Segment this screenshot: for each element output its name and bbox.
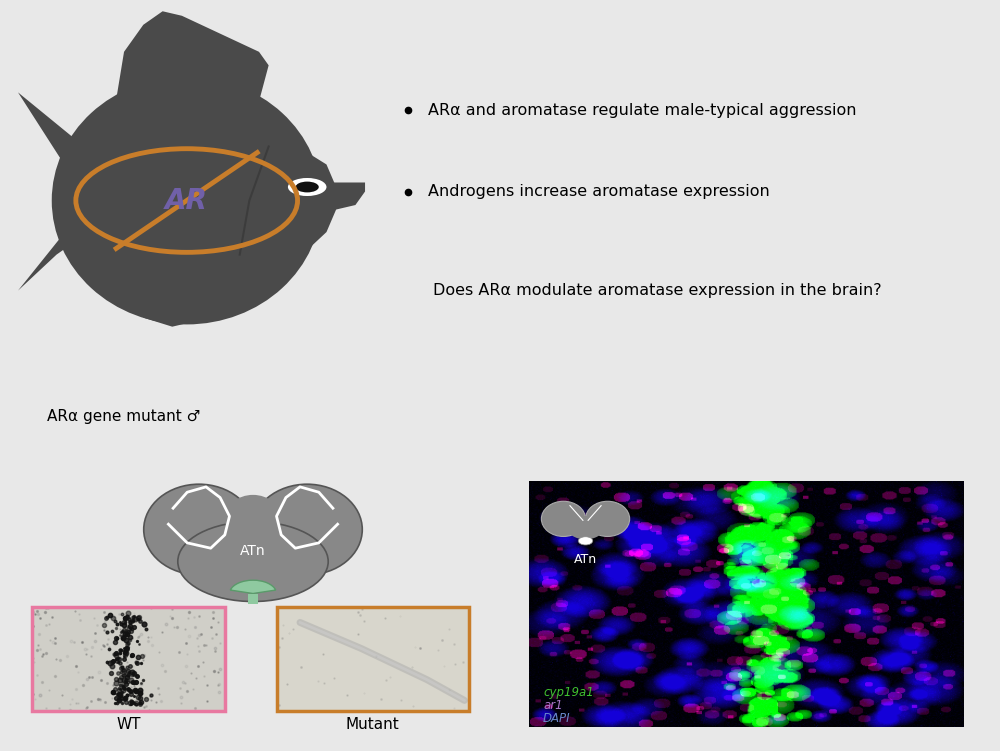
Polygon shape: [18, 92, 95, 182]
Text: Does ARα modulate aromatase expression in the brain?: Does ARα modulate aromatase expression i…: [433, 283, 881, 298]
Circle shape: [296, 182, 319, 192]
Text: AR: AR: [165, 186, 208, 215]
Bar: [276, 607, 469, 710]
Text: ar1: ar1: [543, 699, 563, 712]
Ellipse shape: [252, 484, 362, 575]
Circle shape: [578, 537, 593, 545]
Polygon shape: [230, 137, 336, 268]
Wedge shape: [230, 581, 276, 593]
Text: DAPI: DAPI: [543, 712, 571, 725]
Text: Mutant: Mutant: [346, 716, 400, 731]
Ellipse shape: [567, 516, 604, 539]
Ellipse shape: [144, 484, 254, 575]
Polygon shape: [326, 182, 365, 210]
Ellipse shape: [541, 501, 586, 536]
Ellipse shape: [178, 521, 328, 602]
Text: ARα gene mutant ♂: ARα gene mutant ♂: [47, 409, 200, 424]
Polygon shape: [114, 11, 269, 115]
Text: Androgens increase aromatase expression: Androgens increase aromatase expression: [428, 184, 769, 199]
Ellipse shape: [225, 495, 281, 543]
Polygon shape: [18, 219, 95, 291]
Circle shape: [288, 178, 326, 196]
Text: ATn: ATn: [240, 544, 266, 558]
Ellipse shape: [52, 77, 322, 324]
Text: ARα and aromatase regulate male-typical aggression: ARα and aromatase regulate male-typical …: [428, 103, 856, 118]
Polygon shape: [143, 282, 230, 327]
Polygon shape: [220, 237, 269, 291]
Text: ATn: ATn: [574, 553, 597, 566]
Ellipse shape: [586, 501, 630, 536]
Text: WT: WT: [116, 716, 141, 731]
Bar: [32, 607, 225, 710]
Bar: [32, 607, 225, 710]
Bar: [276, 607, 469, 710]
Text: cyp19a1: cyp19a1: [543, 686, 594, 698]
Bar: [248, 593, 258, 604]
